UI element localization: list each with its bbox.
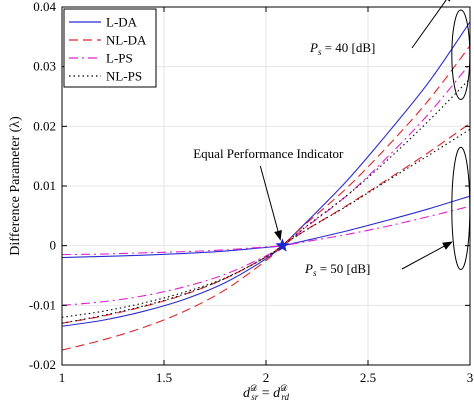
y-tick-label: 0.02 [33,118,56,133]
series-line-l-ps-50db [62,205,470,256]
x-tick-label: 3 [467,370,474,385]
series-line-nl-da-50db [62,122,470,324]
group-arrow-40db [411,0,453,49]
legend-label-nl-da: NL-DA [106,33,147,48]
group-label-40db: Ps = 40 [dB] [309,40,375,57]
y-tick-label: -0.02 [29,357,56,372]
equal-performance-marker [275,238,290,252]
marker-arrow [259,165,282,241]
y-tick-label: 0.03 [33,59,56,74]
x-tick-label: 2.5 [360,370,376,385]
marker-label: Equal Performance Indicator [193,146,344,161]
series-line-nl-da-40db [62,45,470,351]
y-tick-label: -0.01 [29,297,56,312]
legend-label-nl-ps: NL-PS [106,69,142,84]
series-lines [62,21,470,351]
y-axis-label: Difference Parameter (λ) [8,116,23,256]
annotation-layer: Equal Performance Indicator Ps = 40 [dB] P… [193,0,471,278]
legend-label-l-ps: L-PS [106,51,133,66]
x-tick-label: 2 [263,370,270,385]
group-label-50db: Ps = 50 [dB] [304,261,370,278]
y-tick-label: 0 [50,238,57,253]
x-axis-label: d𝒟 sr = d𝒟 rd [243,383,289,402]
legend-label-l-da: L-DA [106,15,138,30]
x-tick-label: 1 [59,370,66,385]
y-tick-label: 0.04 [33,0,56,14]
y-tick-label: 0.01 [33,178,56,193]
axis-ticks: 1 1.5 2 2.5 3 -0.02 -0.01 0 0.01 0.02 0.03 0.04 [29,0,473,385]
legend: L-DA NL-DA L-PS NL-PS [63,8,157,88]
group-arrow-50db [401,241,453,270]
x-tick-label: 1.5 [156,370,172,385]
